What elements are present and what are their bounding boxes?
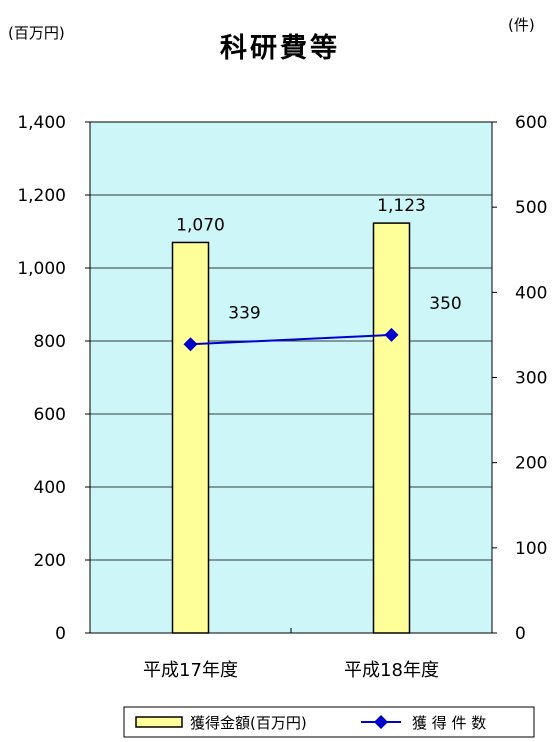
legend-line-label: 獲 得 件 数	[412, 714, 486, 732]
right-tick-label: 600	[515, 113, 547, 133]
category-label: 平成17年度	[143, 660, 238, 681]
legend-box	[123, 706, 535, 738]
legend-bar-label: 獲得金額(百万円)	[190, 714, 307, 732]
right-axis-unit: (件)	[508, 16, 535, 34]
left-tick-label: 400	[34, 478, 66, 498]
line-point	[384, 327, 399, 342]
line-series	[190, 333, 392, 346]
category-label: 平成18年度	[344, 660, 439, 681]
left-tick-label: 0	[55, 624, 66, 644]
bar-value-label: 1,070	[176, 215, 225, 235]
left-axis-unit: (百万円)	[8, 24, 65, 42]
right-tick-label: 0	[515, 624, 526, 644]
bar-value-label: 1,123	[377, 196, 426, 216]
left-tick-label: 1,000	[17, 259, 66, 279]
left-tick-label: 200	[34, 551, 66, 571]
legend-line-marker	[374, 715, 388, 729]
line-value-label: 350	[429, 294, 461, 314]
legend-bar-swatch	[135, 716, 183, 728]
line-value-label: 339	[228, 303, 260, 323]
right-tick-label: 500	[515, 198, 547, 218]
left-tick-label: 1,400	[17, 113, 66, 133]
right-tick-label: 400	[515, 283, 547, 303]
right-tick-label: 100	[515, 539, 547, 559]
left-tick-label: 600	[34, 405, 66, 425]
left-tick-label: 800	[34, 332, 66, 352]
right-tick-label: 200	[515, 454, 547, 474]
bar	[372, 222, 411, 634]
left-tick-label: 1,200	[17, 186, 66, 206]
plot-area	[89, 121, 493, 634]
bar	[171, 241, 210, 634]
chart-title: 科研費等	[220, 33, 340, 64]
line-point	[183, 337, 198, 352]
right-tick-label: 300	[515, 369, 547, 389]
